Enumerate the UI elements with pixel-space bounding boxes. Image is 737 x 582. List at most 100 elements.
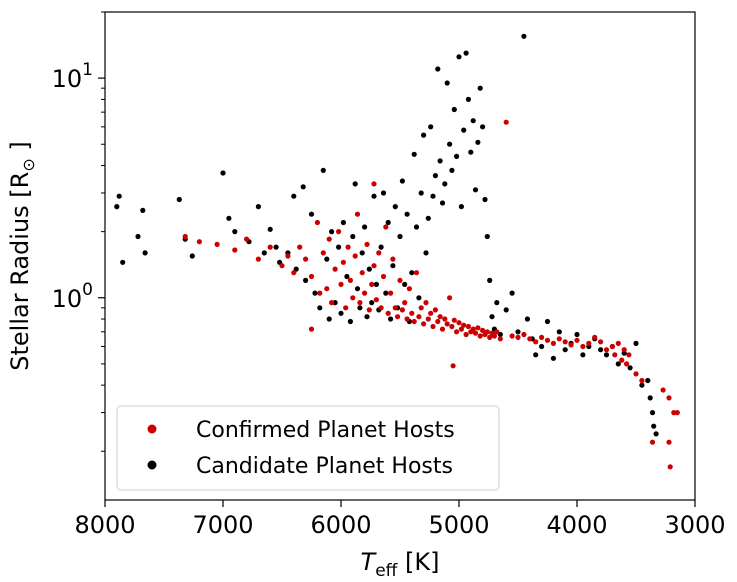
confirmed-point <box>666 439 672 445</box>
confirmed-point <box>352 253 358 259</box>
candidate-point <box>562 347 568 353</box>
confirmed-point <box>340 259 346 265</box>
candidate-point <box>444 80 450 86</box>
candidate-point <box>329 229 335 235</box>
candidate-point <box>497 331 503 338</box>
confirmed-point <box>332 266 338 272</box>
candidate-point <box>494 300 500 306</box>
confirmed-point <box>380 273 387 280</box>
candidate-point <box>176 196 182 203</box>
confirmed-point <box>544 337 551 343</box>
confirmed-point <box>308 326 315 332</box>
confirmed-point <box>376 250 382 256</box>
confirmed-point <box>314 219 320 226</box>
candidate-point <box>317 305 323 311</box>
candidate-point <box>350 233 356 240</box>
confirmed-point <box>612 352 618 358</box>
confirmed-point <box>515 334 521 340</box>
candidate-point <box>503 307 509 313</box>
confirmed-point <box>409 310 415 316</box>
confirmed-point <box>539 334 545 340</box>
candidate-point <box>421 132 427 138</box>
candidate-point <box>362 224 368 230</box>
candidate-point <box>480 124 486 130</box>
confirmed-point <box>388 290 394 296</box>
candidate-point <box>326 316 332 322</box>
confirmed-point <box>503 119 509 125</box>
legend-box <box>116 405 500 491</box>
candidate-point <box>388 316 394 322</box>
candidate-point <box>651 423 657 429</box>
candidate-point <box>232 229 238 235</box>
confirmed-point <box>182 233 188 240</box>
confirmed-point <box>196 239 202 245</box>
y-axis-title: Stellar Radius [R⊙ ] <box>6 141 38 371</box>
candidate-point <box>439 200 446 206</box>
candidate-point <box>472 187 479 193</box>
confirmed-point <box>297 244 303 250</box>
confirmed-point <box>291 270 297 276</box>
candidate-point <box>435 66 441 72</box>
candidate-point <box>645 377 651 384</box>
candidate-point <box>411 151 417 157</box>
confirmed-point <box>390 256 396 262</box>
candidate-point <box>598 347 604 353</box>
candidate-point <box>378 244 384 250</box>
legend-marker-confirmed <box>147 424 157 434</box>
confirmed-point <box>475 325 481 331</box>
points-layer <box>114 33 680 470</box>
candidate-point <box>432 173 438 179</box>
candidate-point <box>615 361 621 367</box>
candidate-point <box>120 259 126 265</box>
legend: Confirmed Planet Hosts Candidate Planet … <box>116 405 500 491</box>
legend-label-candidate: Candidate Planet Hosts <box>196 454 453 479</box>
candidate-point <box>463 50 469 56</box>
x-tick-label: 8000 <box>74 511 135 539</box>
candidate-point <box>649 410 656 416</box>
confirmed-point <box>667 464 673 470</box>
candidate-point <box>487 277 493 283</box>
confirmed-point <box>255 256 261 262</box>
x-tick-label: 5000 <box>428 511 489 539</box>
confirmed-point <box>660 387 666 393</box>
confirmed-point <box>456 320 462 326</box>
confirmed-point <box>621 347 627 353</box>
confirmed-point <box>371 263 377 269</box>
candidate-point <box>524 316 531 322</box>
confirmed-point <box>411 318 417 325</box>
confirmed-point <box>317 290 323 296</box>
x-axis-title: Teff [K] <box>361 548 440 581</box>
legend-label-confirmed: Confirmed Planet Hosts <box>196 418 455 443</box>
confirmed-point <box>354 211 361 217</box>
confirmed-point <box>383 224 389 230</box>
confirmed-point <box>392 305 398 311</box>
candidate-point <box>458 204 464 210</box>
candidate-point <box>425 215 431 221</box>
confirmed-point <box>378 305 384 311</box>
candidate-point <box>397 233 403 240</box>
confirmed-point <box>666 395 672 401</box>
candidate-point <box>390 263 396 269</box>
candidate-point <box>603 352 610 358</box>
confirmed-point <box>425 316 431 322</box>
confirmed-point <box>369 281 375 287</box>
candidate-point <box>454 153 460 159</box>
confirmed-point <box>472 330 479 336</box>
confirmed-point <box>451 317 457 323</box>
confirmed-point <box>491 333 497 339</box>
confirmed-point <box>674 410 680 416</box>
candidate-point <box>449 167 455 173</box>
confirmed-point <box>432 307 438 313</box>
candidate-point <box>550 355 557 361</box>
confirmed-point <box>649 439 656 445</box>
candidate-point <box>189 253 195 259</box>
candidate-point <box>451 106 457 113</box>
candidate-point <box>255 204 261 210</box>
confirmed-point <box>533 339 539 345</box>
candidate-point <box>366 266 372 272</box>
confirmed-point <box>562 339 568 345</box>
candidate-point <box>220 170 226 176</box>
candidate-point <box>135 233 141 240</box>
confirmed-point <box>527 336 533 342</box>
